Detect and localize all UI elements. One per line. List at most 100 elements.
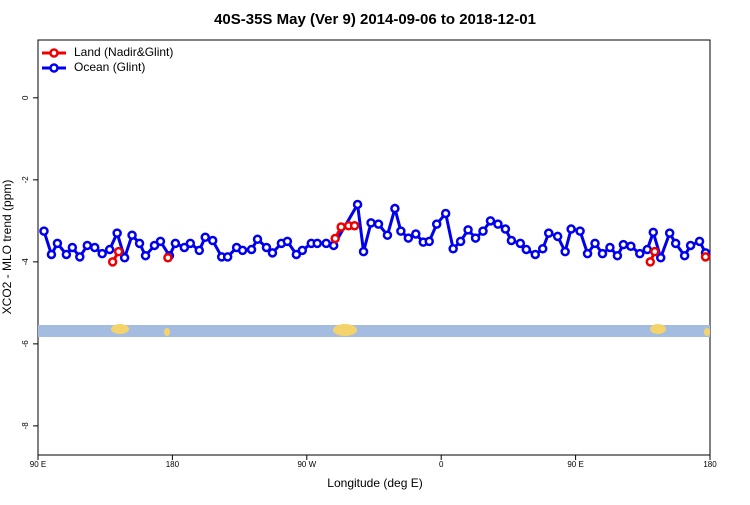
data-point [396, 226, 406, 236]
data-point [282, 236, 293, 247]
data-point [185, 238, 196, 249]
data-point [605, 242, 615, 253]
data-point [155, 236, 166, 247]
data-point [200, 232, 211, 242]
plot-frame [37, 39, 711, 456]
data-point [237, 245, 248, 256]
data-point [530, 249, 541, 260]
data-point [424, 236, 435, 247]
data-point [685, 240, 696, 251]
data-point [448, 243, 458, 254]
data-point [470, 233, 481, 243]
data-point [97, 248, 107, 259]
data-point [463, 225, 473, 235]
y-tick-label: -4 [21, 258, 30, 266]
data-point [75, 252, 85, 262]
data-point [590, 238, 600, 249]
x-tick-label: 90 E [30, 460, 46, 469]
data-point [127, 230, 137, 240]
data-point [352, 199, 363, 210]
data-point [179, 242, 190, 253]
data-point [61, 249, 72, 260]
data-point [312, 238, 323, 249]
series [39, 199, 711, 263]
land-patch [111, 324, 129, 334]
y-tick-label: -8 [21, 422, 30, 430]
data-point [291, 249, 302, 260]
land-patch [650, 324, 666, 334]
data-point [642, 244, 653, 255]
data-point [112, 228, 122, 238]
data-point [597, 248, 608, 259]
x-tick-label: 90 W [297, 460, 316, 469]
series [107, 221, 711, 267]
data-point [349, 221, 360, 231]
y-tick-label: -2 [21, 176, 30, 184]
x-tick-label: 90 E [567, 460, 583, 469]
data-point [411, 229, 421, 239]
data-point [649, 246, 660, 257]
series-line [42, 199, 707, 263]
data-point [119, 253, 130, 263]
data-point [679, 250, 690, 261]
land-patch [164, 328, 170, 336]
data-point [170, 238, 181, 249]
data-point [321, 238, 331, 249]
legend-marker [49, 63, 59, 73]
data-point [140, 250, 151, 261]
data-point [403, 233, 414, 243]
data-point [373, 219, 384, 229]
data-point [493, 219, 503, 229]
data-point [89, 242, 100, 253]
data-point [694, 236, 705, 247]
data-point [297, 245, 308, 256]
land-patch [333, 324, 357, 336]
data-point [246, 244, 257, 255]
x-tick-label: 0 [439, 460, 444, 469]
data-point [163, 253, 173, 263]
data-point [431, 219, 442, 229]
data-point [506, 235, 517, 246]
legend-label: Ocean (Glint) [74, 60, 145, 74]
data-point [330, 233, 340, 244]
data-point [582, 248, 593, 259]
surface-strip [38, 324, 710, 337]
data-point [655, 253, 666, 263]
data-point [382, 230, 393, 240]
data-point [635, 248, 645, 259]
data-point [107, 257, 118, 267]
data-point [113, 246, 124, 257]
data-point [366, 218, 376, 228]
data-point [67, 242, 78, 253]
legend-label: Land (Nadir&Glint) [74, 45, 173, 59]
data-point [478, 226, 488, 236]
y-axis-label: XCO2 - MLO trend (ppm) [0, 180, 14, 315]
data-point [82, 240, 93, 251]
data-point [612, 250, 623, 261]
data-point [207, 235, 218, 246]
data-point [267, 248, 278, 258]
data-point [358, 246, 369, 257]
x-tick-label: 180 [703, 460, 717, 469]
data-point [500, 224, 511, 234]
data-point [39, 226, 49, 236]
chart-title: 40S-35S May (Ver 9) 2014-09-06 to 2018-1… [214, 11, 536, 28]
data-point [575, 226, 585, 236]
data-point [618, 239, 629, 250]
data-point [543, 228, 554, 238]
data-point [336, 222, 346, 232]
data-point [515, 238, 526, 249]
data-point [537, 243, 548, 254]
data-point [521, 244, 532, 255]
data-point [222, 252, 233, 262]
data-point [390, 203, 400, 214]
data-point [104, 244, 115, 255]
data-point [670, 238, 681, 249]
data-point [645, 257, 656, 267]
data-point [194, 245, 205, 256]
data-point [252, 234, 263, 245]
data-point [52, 238, 63, 249]
y-tick-label: -6 [21, 340, 30, 348]
x-tick-label: 180 [166, 460, 180, 469]
